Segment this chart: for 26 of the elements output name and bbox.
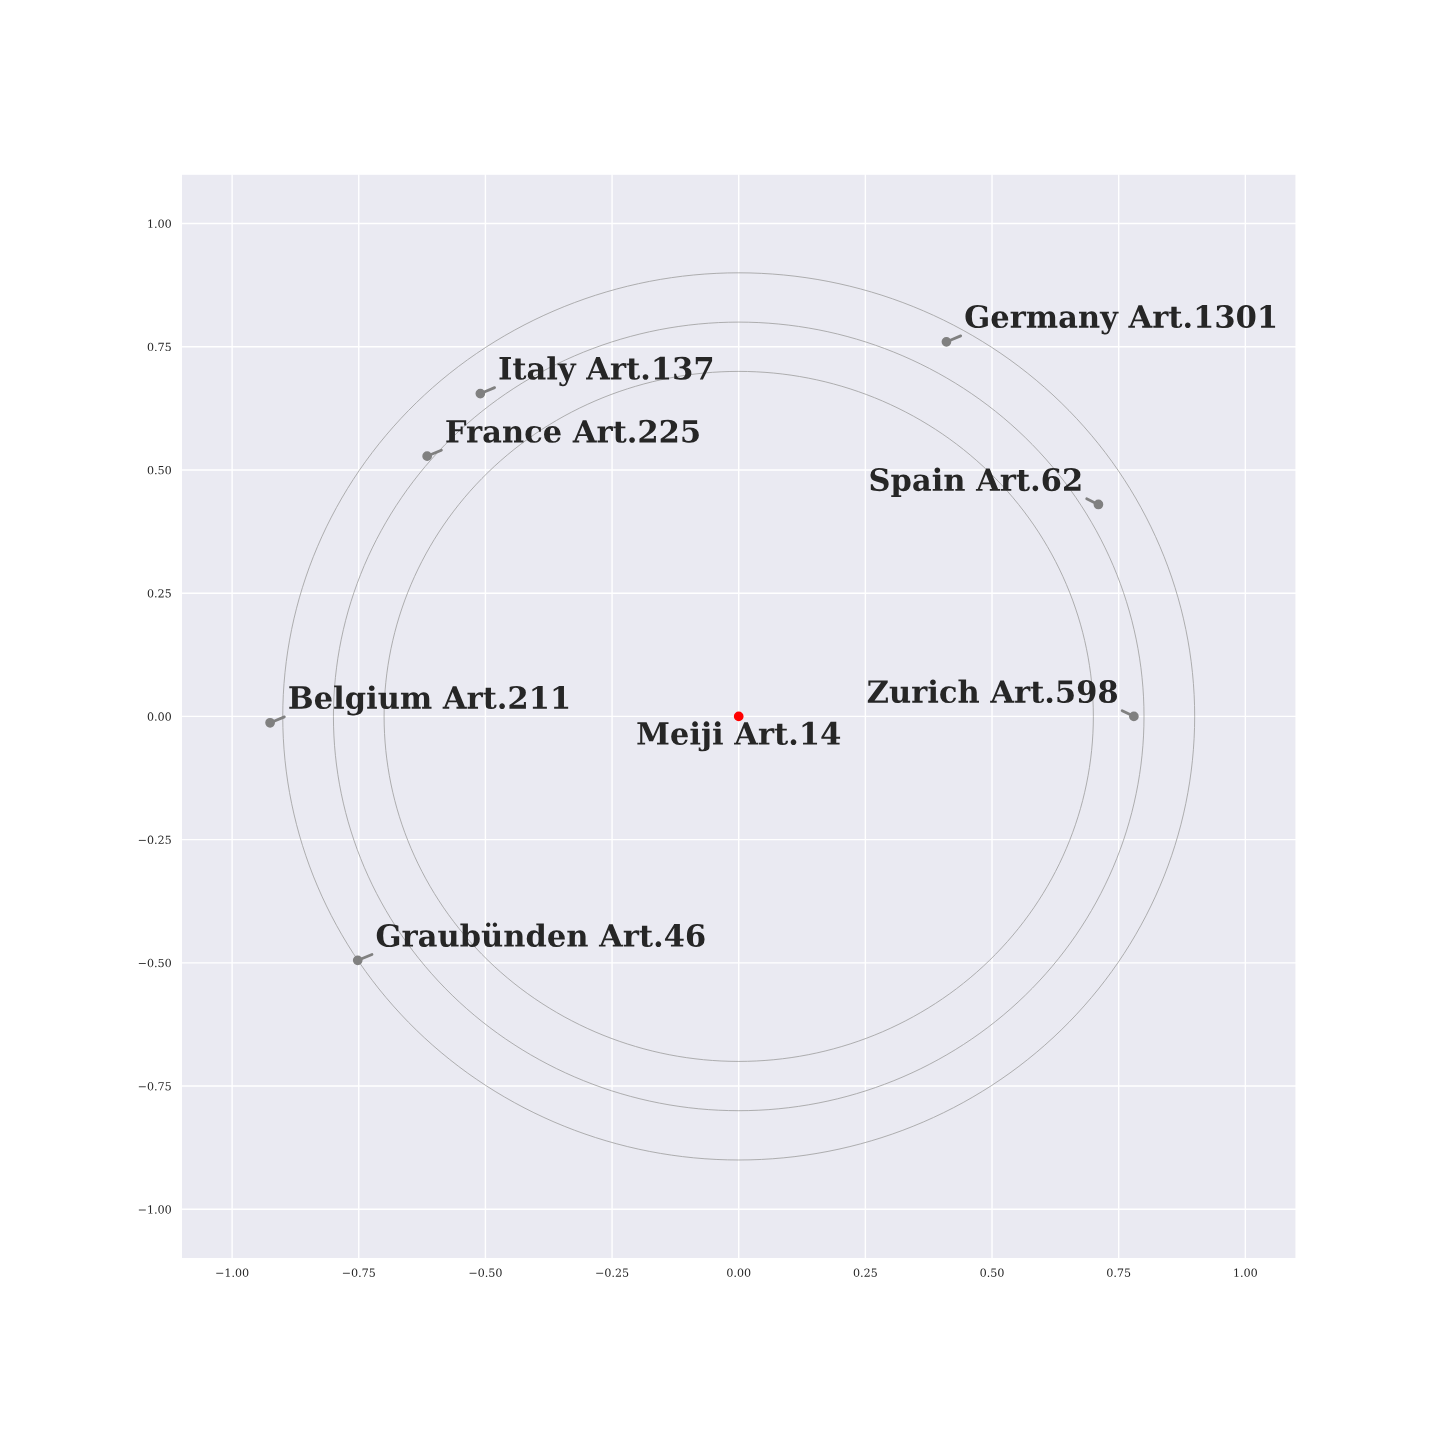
- annotation: Meiji Art.14: [637, 721, 841, 752]
- x-tick-label: 1.00: [1234, 1268, 1257, 1277]
- y-tick-label: 0.50: [147, 465, 171, 475]
- x-tick-label: 0.75: [1107, 1268, 1131, 1277]
- y-tick-label: −1.00: [138, 1205, 171, 1214]
- y-tick-label: 0.25: [147, 589, 171, 598]
- x-tick-label: −1.00: [216, 1268, 249, 1277]
- annotation: Graubünden Art.46: [376, 922, 705, 948]
- x-tick-label: −0.25: [596, 1268, 629, 1277]
- y-tick-label: 0.00: [147, 712, 171, 721]
- x-tick-label: −0.75: [342, 1268, 375, 1277]
- y-tick-label: −0.50: [138, 958, 171, 968]
- annotation: Italy Art.137: [499, 356, 713, 387]
- x-tick-label: −0.50: [469, 1268, 502, 1277]
- annotation: Germany Art.1301: [965, 304, 1276, 335]
- annotation: Spain Art.62: [870, 467, 1081, 498]
- y-tick-label: −0.75: [138, 1082, 171, 1091]
- x-tick-label: 0.25: [853, 1268, 877, 1277]
- y-tick-label: 0.75: [147, 342, 171, 352]
- annotation: Belgium Art.211: [289, 685, 569, 716]
- x-tick-label: 0.50: [980, 1268, 1004, 1277]
- annotation: France Art.225: [446, 419, 699, 443]
- x-tick-label: 0.00: [727, 1268, 751, 1277]
- annotation: Zurich Art.598: [867, 679, 1118, 704]
- y-tick-label: −0.25: [138, 835, 171, 844]
- y-tick-label: 1.00: [148, 219, 171, 228]
